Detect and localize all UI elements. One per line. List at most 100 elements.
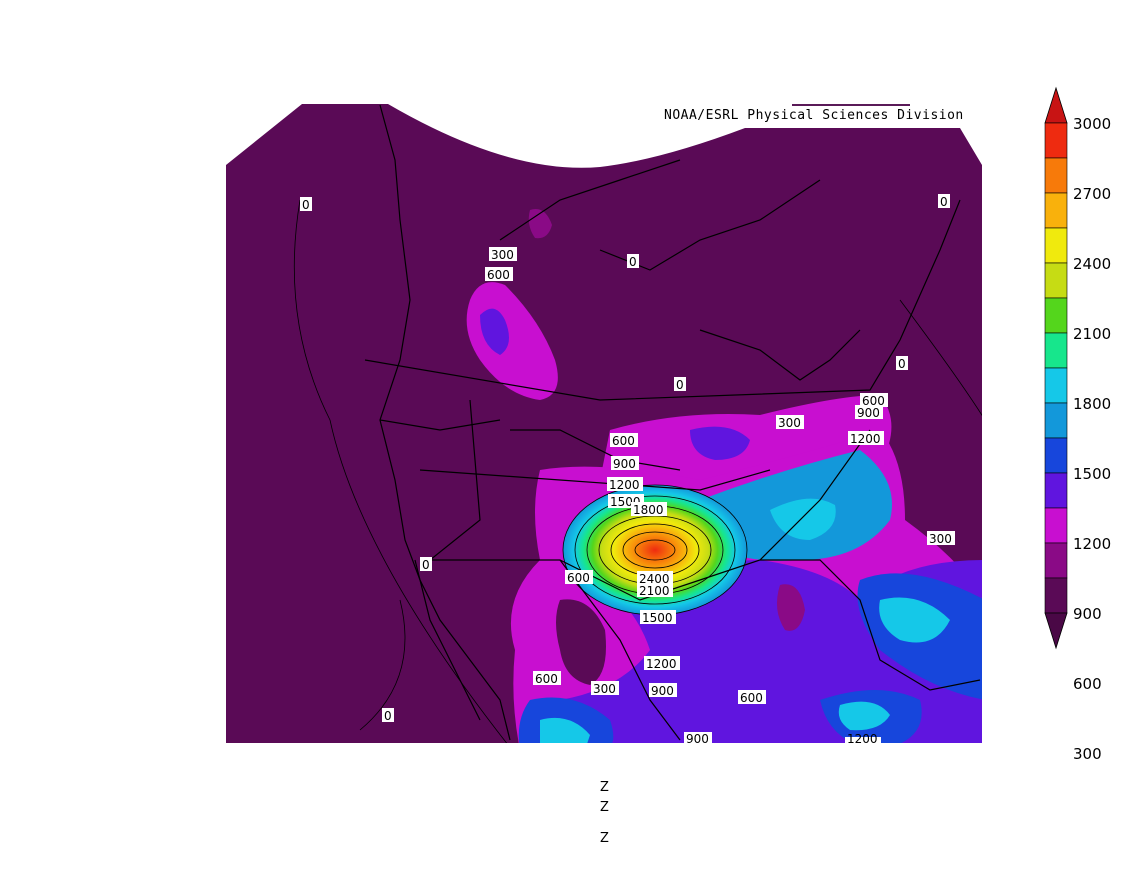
label-z: 900 xyxy=(649,683,677,698)
contour-label: 0 xyxy=(384,709,392,723)
colorbar-label: 1200 xyxy=(1073,535,1112,553)
contour-label: 300 xyxy=(593,682,616,696)
label-n: 1200 xyxy=(607,477,643,492)
label-e: 0 xyxy=(627,254,639,269)
contour-label: 0 xyxy=(898,357,906,371)
contour-label: 1500 xyxy=(642,611,673,625)
colorbar-swatch xyxy=(1044,227,1068,264)
gulf-inner xyxy=(776,584,805,631)
label-i: 900 xyxy=(855,405,883,420)
colorbar-swatch xyxy=(1044,157,1068,194)
label-v: 300 xyxy=(927,531,955,546)
carolina-cyan xyxy=(770,498,836,540)
shaded-field xyxy=(226,104,982,743)
colorbar-swatch xyxy=(1044,367,1068,404)
colorbar-swatch xyxy=(1044,542,1068,579)
colorbar-label: 3000 xyxy=(1073,115,1112,133)
label-aa: 600 xyxy=(738,690,766,705)
credit-text: NOAA/ESRL Physical Sciences Division xyxy=(664,108,964,123)
label-t: 600 xyxy=(565,570,593,585)
atlantic-cyan xyxy=(879,597,950,643)
contour-label: 600 xyxy=(612,434,635,448)
label-w: 1200 xyxy=(644,656,680,671)
gulf-low xyxy=(556,599,606,685)
label-a: 0 xyxy=(300,197,312,212)
label-ab: 0 xyxy=(382,708,394,723)
colorbar-swatch xyxy=(1044,297,1068,334)
contour-label: 1200 xyxy=(609,478,640,492)
label-k: 1200 xyxy=(848,431,884,446)
contour-label: 600 xyxy=(487,268,510,282)
contour-label: 1200 xyxy=(850,432,881,446)
label-c: 300 xyxy=(489,247,517,262)
colorbar-label: 2700 xyxy=(1073,185,1112,203)
credit-underline xyxy=(792,104,910,106)
label-x: 600 xyxy=(533,671,561,686)
colorbar-label: 900 xyxy=(1073,605,1102,623)
label-u: 1500 xyxy=(640,610,676,625)
colorbar-swatch xyxy=(1044,507,1068,544)
colorbar-label: 2400 xyxy=(1073,255,1112,273)
label-h: 600 xyxy=(860,393,888,408)
contour-label: 1200 xyxy=(646,657,677,671)
colorbar-swatch xyxy=(1044,332,1068,369)
contour-label: 600 xyxy=(862,394,885,408)
label-m: 900 xyxy=(611,456,639,471)
colorbar-label: 600 xyxy=(1073,675,1102,693)
colorbar-swatch xyxy=(1044,437,1068,474)
contour-labels: 0 0 300 600 0 0 0 600 900 300 1200 600 9… xyxy=(300,194,955,746)
contour-label: 0 xyxy=(422,558,430,572)
contour-label: 600 xyxy=(740,691,763,705)
footer-line-1: Z xyxy=(600,780,609,795)
contour-label: 0 xyxy=(676,378,684,392)
label-p: 1800 xyxy=(631,502,667,517)
contour-label: 600 xyxy=(535,672,558,686)
colorbar xyxy=(1044,86,1068,650)
colorbar-label: 300 xyxy=(1073,745,1102,763)
mexico-cyan xyxy=(540,717,590,743)
colorbar-label: 1500 xyxy=(1073,465,1112,483)
label-l: 600 xyxy=(610,433,638,448)
label-d: 600 xyxy=(485,267,513,282)
contour-label: 2100 xyxy=(639,584,670,598)
label-ad: 1200 xyxy=(845,732,881,746)
label-y: 300 xyxy=(591,681,619,696)
contour-label: 300 xyxy=(929,532,952,546)
colorbar-arrow-bottom xyxy=(1044,612,1068,650)
label-f: 0 xyxy=(896,356,908,371)
colorbar-swatch xyxy=(1044,262,1068,299)
contour-label: 0 xyxy=(302,198,310,212)
colorbar-label: 2100 xyxy=(1073,325,1112,343)
label-b: 0 xyxy=(938,194,950,209)
nw-precip-core xyxy=(480,308,509,355)
label-ac: 900 xyxy=(684,732,712,746)
label-g: 0 xyxy=(674,377,686,392)
contour-label: 900 xyxy=(857,406,880,420)
contour-label: 900 xyxy=(613,457,636,471)
label-s: 2100 xyxy=(637,583,673,598)
contour-label: 300 xyxy=(491,248,514,262)
colorbar-swatch xyxy=(1044,122,1068,159)
lakes-core xyxy=(690,426,750,460)
contour-label: 2400 xyxy=(639,572,670,586)
contour-label: 600 xyxy=(567,571,590,585)
footer-line-2: Z xyxy=(600,800,609,815)
contour-label: 300 xyxy=(778,416,801,430)
colorbar-label: 1800 xyxy=(1073,395,1112,413)
label-q: 0 xyxy=(420,557,432,572)
footer-line-3: Z xyxy=(600,831,609,846)
contour-label: 900 xyxy=(651,684,674,698)
colorbar-swatch xyxy=(1044,192,1068,229)
label-j: 300 xyxy=(776,415,804,430)
label-r: 2400 xyxy=(637,571,673,586)
caribbean-cyan xyxy=(838,701,890,731)
colorbar-swatch xyxy=(1044,577,1068,614)
contour-label: 0 xyxy=(940,195,948,209)
contour-label: 900 xyxy=(686,732,709,746)
contour-label: 0 xyxy=(629,255,637,269)
colorbar-swatch xyxy=(1044,472,1068,509)
colorbar-swatch xyxy=(1044,402,1068,439)
contour-label: 1200 xyxy=(847,732,878,746)
